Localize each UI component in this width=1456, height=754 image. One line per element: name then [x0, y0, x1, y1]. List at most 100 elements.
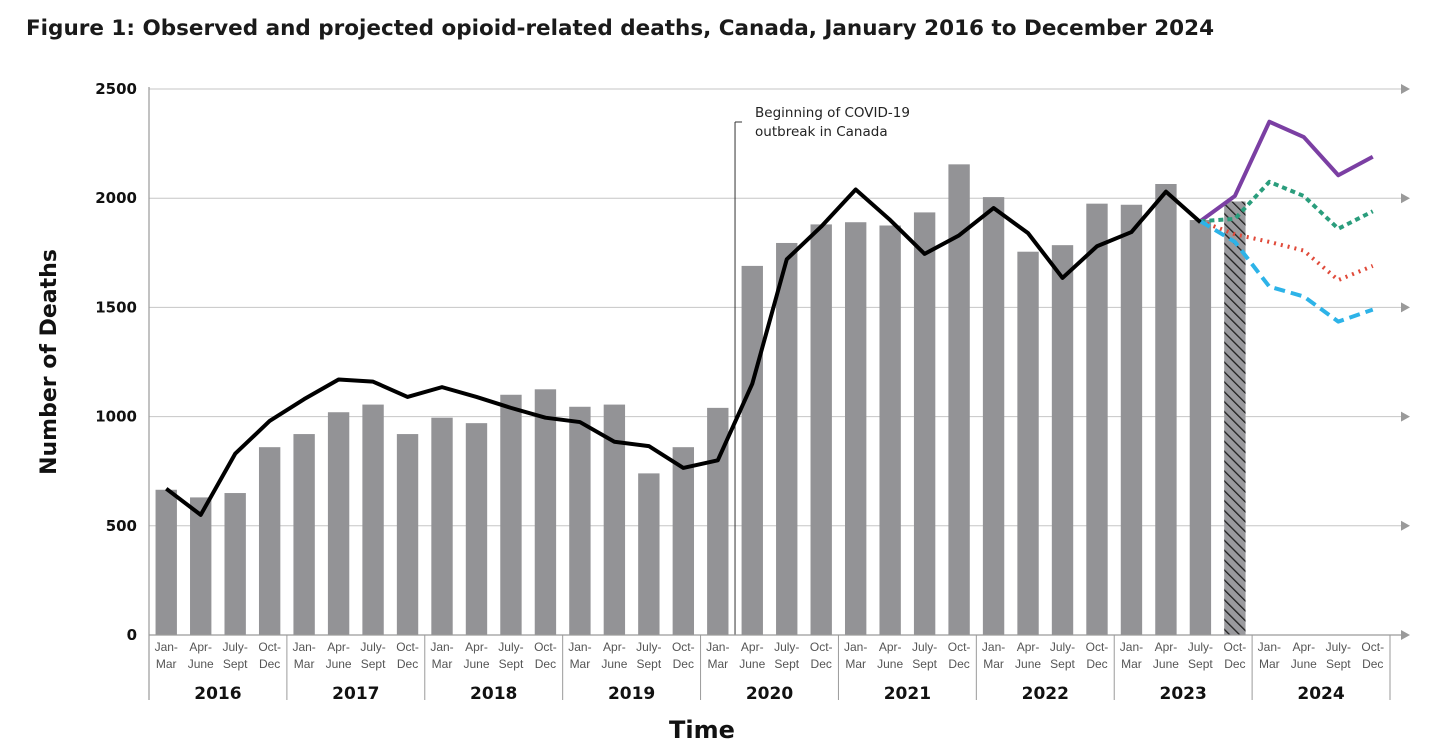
x-axis-title: Time — [669, 716, 735, 744]
quarter-label-part: July- — [223, 640, 248, 654]
year-label: 2022 — [1022, 684, 1069, 704]
quarter-label-part: Dec — [811, 657, 832, 671]
year-label: 2018 — [470, 684, 517, 704]
quarter-label-part: Mar — [570, 657, 591, 671]
quarter-label-part: Jan- — [292, 640, 315, 654]
quarter-label-part: July- — [1326, 640, 1351, 654]
projection-line-purple-solid — [1199, 119, 1374, 223]
quarter-label-part: Sept — [499, 657, 524, 671]
quarter-label-part: June — [877, 657, 903, 671]
quarter-label-part: Sept — [1326, 657, 1351, 671]
grid-arrow — [1401, 630, 1410, 640]
quarter-label-part: Oct- — [1224, 640, 1247, 654]
grid-arrow — [1401, 411, 1410, 422]
year-label: 2016 — [194, 684, 241, 704]
bar — [810, 224, 832, 635]
quarter-label-part: Oct- — [810, 640, 833, 654]
quarter-label-part: Mar — [983, 657, 1004, 671]
quarter-label-part: Mar — [156, 657, 177, 671]
quarter-label-part: Jan- — [1258, 640, 1281, 654]
quarter-label-part: June — [739, 657, 765, 671]
bar — [569, 406, 591, 635]
observed-line-group — [165, 187, 1202, 517]
quarter-label-part: Apr- — [741, 640, 764, 654]
quarter-label-part: Dec — [259, 657, 280, 671]
quarter-label-part: Sept — [223, 657, 248, 671]
bar — [155, 489, 177, 635]
projection-lines — [1199, 119, 1374, 324]
hatched-bar — [1224, 201, 1246, 635]
quarter-label-part: Mar — [1259, 657, 1280, 671]
bar — [190, 497, 212, 635]
year-label: 2024 — [1297, 684, 1344, 704]
year-label: 2017 — [332, 684, 379, 704]
quarter-label-part: Jan- — [430, 640, 453, 654]
quarter-label-part: Oct- — [396, 640, 419, 654]
bar — [362, 404, 384, 635]
bar — [327, 412, 350, 635]
quarter-label-part: Mar — [707, 657, 728, 671]
quarter-label-part: Oct- — [258, 640, 281, 654]
quarter-label-part: July- — [1188, 640, 1213, 654]
quarter-label-part: Apr- — [1292, 640, 1315, 654]
y-tick-label: 0 — [127, 626, 137, 644]
bar — [1017, 251, 1039, 635]
covid-annotation-line1: Beginning of COVID-19 — [755, 105, 910, 121]
annotation: Beginning of COVID-19 outbreak in Canada — [734, 105, 910, 635]
quarter-label-part: July- — [774, 640, 799, 654]
bar — [1120, 204, 1143, 635]
year-label: 2020 — [746, 684, 793, 704]
grid-arrow — [1401, 84, 1410, 94]
quarter-label-part: Jan- — [706, 640, 729, 654]
quarter-label-part: June — [326, 657, 352, 671]
quarter-label-part: Jan- — [844, 640, 867, 654]
quarter-label-part: Oct- — [1086, 640, 1109, 654]
bar — [1189, 220, 1212, 636]
quarter-label-part: Sept — [1050, 657, 1075, 671]
bar — [258, 447, 281, 635]
bar — [913, 212, 936, 635]
quarter-label-part: June — [1015, 657, 1041, 671]
bar — [707, 407, 729, 635]
bars — [155, 164, 1212, 636]
y-axis-title: Number of Deaths — [37, 249, 62, 475]
quarter-label-part: Apr- — [327, 640, 350, 654]
y-tick-label: 500 — [106, 517, 137, 535]
bar — [776, 242, 798, 636]
bar — [465, 423, 488, 635]
quarter-label-part: Dec — [948, 657, 969, 671]
bar — [534, 389, 557, 635]
quarter-label-part: July- — [360, 640, 385, 654]
grid-arrow — [1401, 302, 1410, 313]
quarter-label-part: Sept — [912, 657, 937, 671]
bar — [638, 473, 660, 635]
bar — [603, 404, 626, 635]
quarter-label-part: Mar — [845, 657, 866, 671]
quarter-label-part: Jan- — [1120, 640, 1143, 654]
quarter-label-part: Mar — [294, 657, 315, 671]
bar — [1086, 203, 1108, 635]
y-tick-label: 1000 — [95, 408, 137, 426]
quarter-label-part: Sept — [774, 657, 799, 671]
figure-title: Figure 1: Observed and projected opioid-… — [26, 16, 1215, 41]
quarter-label-part: July- — [498, 640, 523, 654]
y-tick-label: 2000 — [95, 189, 137, 207]
quarter-label-part: Jan- — [982, 640, 1005, 654]
quarter-label-part: Oct- — [948, 640, 971, 654]
quarter-label-part: Sept — [1188, 657, 1213, 671]
quarter-label-part: July- — [912, 640, 937, 654]
quarter-label-part: Dec — [1362, 657, 1383, 671]
y-tick-label: 1500 — [95, 298, 137, 316]
quarter-label-part: Dec — [673, 657, 694, 671]
bar — [982, 197, 1005, 635]
bar — [500, 394, 522, 635]
year-label: 2021 — [884, 684, 931, 704]
quarter-label-part: June — [188, 657, 214, 671]
quarter-label-part: Mar — [1121, 657, 1142, 671]
quarter-label-part: June — [1291, 657, 1317, 671]
bar — [879, 225, 901, 635]
quarter-label-part: Dec — [1224, 657, 1245, 671]
observed-line — [165, 187, 1202, 517]
bar — [431, 417, 453, 635]
quarter-label-part: July- — [636, 640, 661, 654]
